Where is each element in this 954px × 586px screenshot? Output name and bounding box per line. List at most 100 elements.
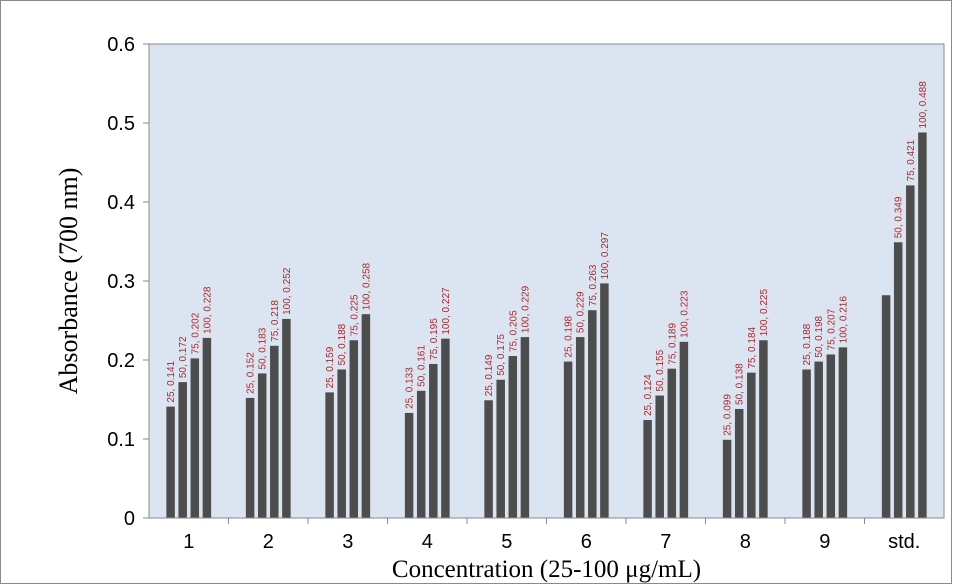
bar <box>520 337 530 518</box>
y-tick-label: 0.5 <box>107 113 135 135</box>
x-tick-label: 4 <box>422 531 433 553</box>
bar <box>270 345 279 518</box>
data-label: 75, 0.263 <box>588 264 599 306</box>
data-label: 25, 0.133 <box>405 367 416 409</box>
bar <box>759 340 768 518</box>
y-tick-label: 0.4 <box>107 192 135 214</box>
data-label: 75, 0.205 <box>508 310 519 352</box>
bar <box>734 408 744 518</box>
data-label: 25, 0.141 <box>166 360 177 402</box>
x-axis-label: Concentration (25-100 μg/mL) <box>392 556 701 583</box>
bar <box>679 341 689 518</box>
data-label: 50, 0.161 <box>417 345 428 387</box>
bar <box>893 242 903 519</box>
y-tick-label: 0.1 <box>107 429 135 451</box>
x-tick-label: 7 <box>660 531 671 553</box>
bar <box>906 185 915 518</box>
data-label: 25, 0.198 <box>564 315 575 357</box>
data-label: 25, 0.152 <box>246 352 257 394</box>
bar <box>496 379 505 518</box>
x-tick-label: 6 <box>581 531 592 553</box>
data-label: 100, 0.225 <box>759 289 770 337</box>
y-axis-label: Absorbance (700 nm) <box>54 168 83 395</box>
x-tick-label: std. <box>888 531 920 553</box>
x-tick-label: 2 <box>263 531 274 553</box>
bar <box>881 295 891 518</box>
bar <box>508 356 518 518</box>
bar <box>361 314 371 518</box>
data-label: 75, 0.421 <box>906 139 917 181</box>
x-tick-label: 3 <box>342 531 353 553</box>
bar <box>416 390 426 518</box>
bar-group <box>166 132 927 519</box>
data-label: 25, 0.159 <box>325 346 336 388</box>
data-label: 100, 0.297 <box>600 232 611 280</box>
y-axis-ticks: 0 0.1 0.2 0.3 0.4 0.5 0.6 <box>107 34 149 530</box>
bar <box>667 368 677 518</box>
y-tick-label: 0.6 <box>107 34 135 56</box>
data-label: 50, 0.172 <box>178 336 189 378</box>
data-label: 50, 0.183 <box>258 327 269 369</box>
data-label: 100, 0.258 <box>361 262 372 310</box>
data-label: 100, 0.216 <box>838 296 849 344</box>
bar <box>178 382 187 518</box>
bar <box>282 318 291 518</box>
data-label: 50, 0.198 <box>814 315 825 357</box>
data-label: 100, 0.223 <box>679 290 690 338</box>
bar <box>588 310 597 518</box>
data-label: 75, 0.207 <box>826 308 837 350</box>
data-label: 50, 0.349 <box>894 196 905 238</box>
bar <box>245 397 255 518</box>
data-label: 75, 0.184 <box>747 326 758 368</box>
plot-area <box>148 43 945 519</box>
x-axis-ticks: 1 2 3 4 5 6 7 8 9 std. <box>183 518 920 553</box>
bar <box>802 369 811 518</box>
bar <box>838 347 848 518</box>
bar <box>563 361 573 518</box>
data-label: 75, 0.225 <box>349 294 360 336</box>
bar <box>655 395 664 518</box>
data-label: 75, 0.218 <box>270 300 281 342</box>
data-label: 50, 0.229 <box>576 291 587 333</box>
data-label: 25, 0.099 <box>723 394 734 436</box>
bar <box>325 392 334 518</box>
bar <box>600 283 609 518</box>
x-tick-label: 1 <box>183 531 194 553</box>
data-label: 75, 0.189 <box>667 323 678 365</box>
bar <box>257 373 267 518</box>
bar <box>814 361 823 518</box>
data-label: 25, 0.149 <box>484 354 495 396</box>
bar <box>337 369 346 518</box>
data-label: 25, 0.188 <box>802 323 813 365</box>
data-label: 100, 0.229 <box>520 285 531 333</box>
data-label: 100, 0.228 <box>202 286 213 334</box>
bar <box>190 358 200 518</box>
y-tick-label: 0 <box>124 508 135 530</box>
bar <box>429 363 438 518</box>
x-tick-label: 9 <box>819 531 830 553</box>
y-tick-label: 0.2 <box>107 350 135 372</box>
bar <box>166 406 175 518</box>
data-label: 25, 0.124 <box>643 374 654 416</box>
x-tick-label: 5 <box>501 531 512 553</box>
data-label: 50, 0.188 <box>337 323 348 365</box>
bar <box>826 354 836 518</box>
data-label: 100, 0.488 <box>918 81 929 129</box>
data-label: 100, 0.227 <box>441 287 452 335</box>
data-label: 50, 0.138 <box>735 363 746 405</box>
bar <box>484 400 493 518</box>
bar <box>202 337 212 518</box>
bar <box>722 439 732 518</box>
bar <box>349 340 359 518</box>
y-tick-label: 0.3 <box>107 271 135 293</box>
bar <box>918 132 927 519</box>
bar <box>441 338 450 518</box>
bar <box>575 337 585 518</box>
data-label: 100, 0.252 <box>282 267 293 315</box>
data-label: 75, 0.195 <box>429 318 440 360</box>
x-tick-label: 8 <box>740 531 751 553</box>
data-label: 75, 0.202 <box>190 312 201 354</box>
